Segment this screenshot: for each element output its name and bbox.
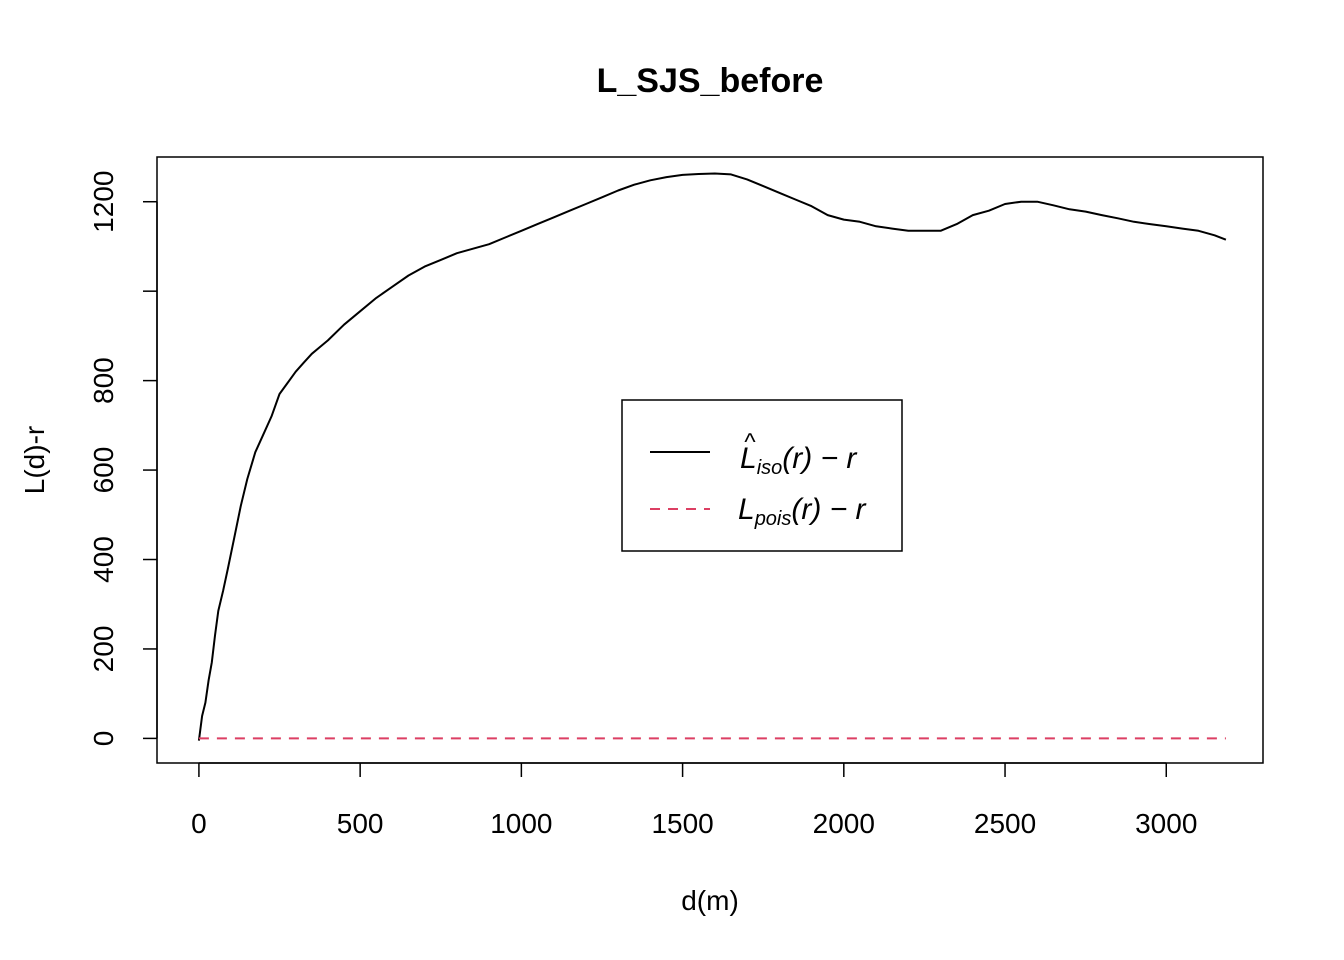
y-axis-label: L(d)-r bbox=[19, 426, 50, 494]
y-tick-label: 0 bbox=[88, 731, 119, 747]
legend-l-iso-suffix: (r) − r bbox=[782, 442, 857, 475]
y-tick-label: 200 bbox=[88, 626, 119, 673]
x-tick-label: 1000 bbox=[490, 808, 552, 839]
chart-title: L_SJS_before bbox=[597, 62, 824, 100]
legend-entry-l-pois: Lpois(r) − r bbox=[738, 493, 867, 530]
legend-l-iso-sub: iso bbox=[757, 457, 783, 479]
legend-entry-l-iso: Liso(r) − r bbox=[740, 442, 857, 479]
x-tick-label: 2000 bbox=[813, 808, 875, 839]
legend-box bbox=[621, 399, 903, 552]
y-tick-label: 800 bbox=[88, 357, 119, 404]
y-tick-label: 600 bbox=[88, 447, 119, 494]
legend-l-iso-hat: ^ bbox=[744, 429, 756, 456]
series-layer bbox=[197, 172, 1227, 741]
y-tick-label: 1200 bbox=[88, 171, 119, 233]
x-tick-label: 1500 bbox=[651, 808, 713, 839]
x-axis-label: d(m) bbox=[681, 885, 739, 916]
legend-l-iso-main: L bbox=[740, 442, 757, 475]
legend-l-pois-sub: pois bbox=[754, 508, 792, 530]
legend-l-pois-main: L bbox=[738, 493, 755, 526]
x-tick-label: 0 bbox=[191, 808, 207, 839]
x-tick-label: 500 bbox=[337, 808, 384, 839]
legend: Liso(r) − r ^ Lpois(r) − r bbox=[621, 399, 903, 552]
x-axis: 0 500 1000 1500 2000 2500 3000 bbox=[191, 762, 1197, 839]
x-tick-label: 2500 bbox=[974, 808, 1036, 839]
x-tick-label: 3000 bbox=[1135, 808, 1197, 839]
legend-l-pois-suffix: (r) − r bbox=[791, 493, 866, 526]
series-line-l-iso bbox=[197, 172, 1227, 741]
y-axis: 0 200 400 600 800 1200 bbox=[88, 171, 158, 747]
y-tick-label: 400 bbox=[88, 536, 119, 583]
